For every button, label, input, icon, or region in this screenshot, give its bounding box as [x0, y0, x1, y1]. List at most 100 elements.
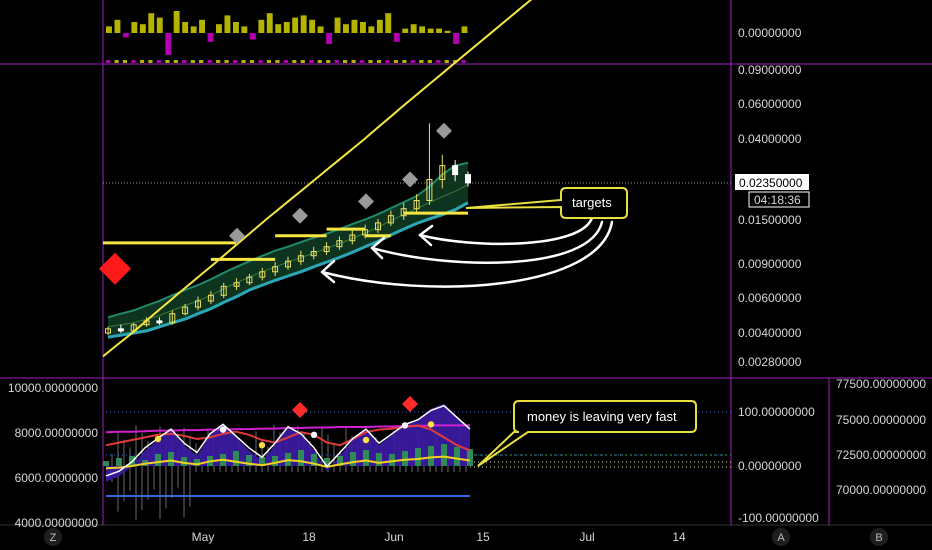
candle-body: [207, 294, 214, 302]
volume-bar: [402, 28, 409, 33]
b-scale-button[interactable]: [870, 528, 888, 546]
price-bands: [107, 161, 469, 339]
flow-bar: [467, 449, 473, 466]
volume-tick-bar: [402, 60, 407, 63]
volume-tick-bar: [368, 60, 373, 63]
flow-bar: [298, 450, 304, 466]
flow-bar: [337, 456, 343, 466]
volume-bar: [173, 11, 180, 33]
auto-scale-button[interactable]: [772, 528, 790, 546]
last-price-tag: [735, 174, 809, 190]
last-price-label: 0.02350000: [739, 176, 803, 190]
parabolic-curve[interactable]: [102, 0, 548, 358]
candle-body: [297, 255, 304, 262]
price-axis: 0.09000000 0.06000000 0.04000000 0.01500000…: [738, 63, 802, 369]
volume-tick-bar: [249, 60, 255, 63]
candle-body: [387, 215, 394, 224]
volume-bar: [233, 22, 239, 33]
time-axis-tick: Jun: [384, 530, 403, 544]
auto-button-label: A: [777, 532, 785, 544]
volume-tick-bar: [258, 60, 263, 63]
volume-bar: [360, 22, 366, 33]
arrow-head: [418, 224, 434, 247]
volume-bar: [249, 33, 256, 40]
price-axis-tick: 0.00900000: [738, 257, 802, 271]
candle-body: [182, 306, 189, 315]
volume-tick-bar: [427, 60, 432, 63]
candle-body: [426, 179, 433, 201]
volume-bar: [368, 26, 375, 33]
price-axis-tick: 0.00400000: [738, 326, 802, 340]
volume-bar: [139, 24, 146, 33]
volume-bar: [199, 19, 205, 33]
targets-label: targets: [572, 195, 612, 210]
price-axis-tick: 0.01500000: [738, 213, 802, 227]
time-axis[interactable]: May 18 Jun 15 Jul 14: [192, 530, 686, 544]
volume-tick-bar: [190, 60, 195, 63]
volume-bar: [275, 24, 282, 33]
flow-bar: [116, 458, 122, 466]
volume-bar: [131, 22, 138, 33]
volume-bar: [224, 15, 231, 33]
targets-callout[interactable]: targets: [465, 187, 628, 219]
volume-histogram: [106, 11, 468, 63]
gray-diamond: [402, 171, 418, 188]
flow-bar: [272, 456, 278, 466]
flow-bar: [402, 451, 408, 466]
volume-tick-bar: [156, 60, 161, 63]
right-axis-tick: 75000.00000000: [836, 413, 926, 427]
volume-bar: [351, 19, 358, 33]
volume-bar: [190, 26, 197, 33]
arrow-line: [370, 220, 604, 265]
scale-zoom-button[interactable]: [44, 528, 62, 546]
volume-tick-bar: [165, 60, 170, 63]
candle-body: [439, 165, 446, 181]
support-steps[interactable]: [103, 211, 468, 261]
signal-dot: [362, 436, 370, 444]
candle-body: [413, 200, 420, 210]
flow-bar: [103, 461, 109, 466]
band-fill: [108, 162, 468, 338]
volume-bar: [182, 22, 189, 33]
volume-axis-tick: 0.00000000: [738, 26, 802, 40]
mid-axis-tick: -100.00000000: [738, 511, 819, 525]
candle-body: [336, 240, 343, 248]
flow-bar: [194, 459, 200, 466]
volume-tick-bar: [292, 60, 297, 63]
gray-diamond: [229, 227, 245, 244]
money-callout[interactable]: money is leaving very fast: [477, 400, 697, 467]
candle-body: [349, 234, 356, 242]
flow-bar: [389, 454, 395, 466]
volume-bar: [283, 22, 290, 33]
volume-bar: [156, 17, 163, 33]
gray-diamond: [358, 193, 374, 210]
flow-bar: [454, 447, 460, 466]
red-diamond: [292, 402, 308, 418]
volume-bar: [309, 19, 316, 33]
candle-body: [195, 300, 201, 308]
flow-bar: [415, 448, 421, 466]
volume-bar: [300, 15, 307, 33]
signal-diamonds: [99, 122, 452, 285]
volume-tick-bar: [131, 60, 136, 63]
flow-bar: [155, 454, 161, 466]
candle-body: [323, 246, 330, 252]
time-axis-tick: 18: [302, 530, 316, 544]
signal-dot: [154, 435, 162, 443]
money-label: money is leaving very fast: [527, 409, 677, 424]
volume-bar: [122, 33, 129, 38]
price-axis-tick: 0.09000000: [738, 63, 802, 77]
volume-tick-bar: [410, 60, 415, 63]
left-axis-tick: 8000.00000000: [15, 426, 99, 440]
volume-tick-bar: [266, 60, 271, 63]
volume-tick-bar: [317, 60, 322, 63]
volume-tick-bar: [233, 60, 238, 63]
candle-body: [233, 282, 240, 287]
volume-tick-bar: [343, 60, 348, 63]
gray-diamond: [292, 207, 308, 224]
volume-bar: [317, 26, 324, 33]
arrow-head: [370, 236, 386, 260]
volume-tick-bar: [309, 60, 314, 63]
signal-dot: [258, 442, 266, 449]
